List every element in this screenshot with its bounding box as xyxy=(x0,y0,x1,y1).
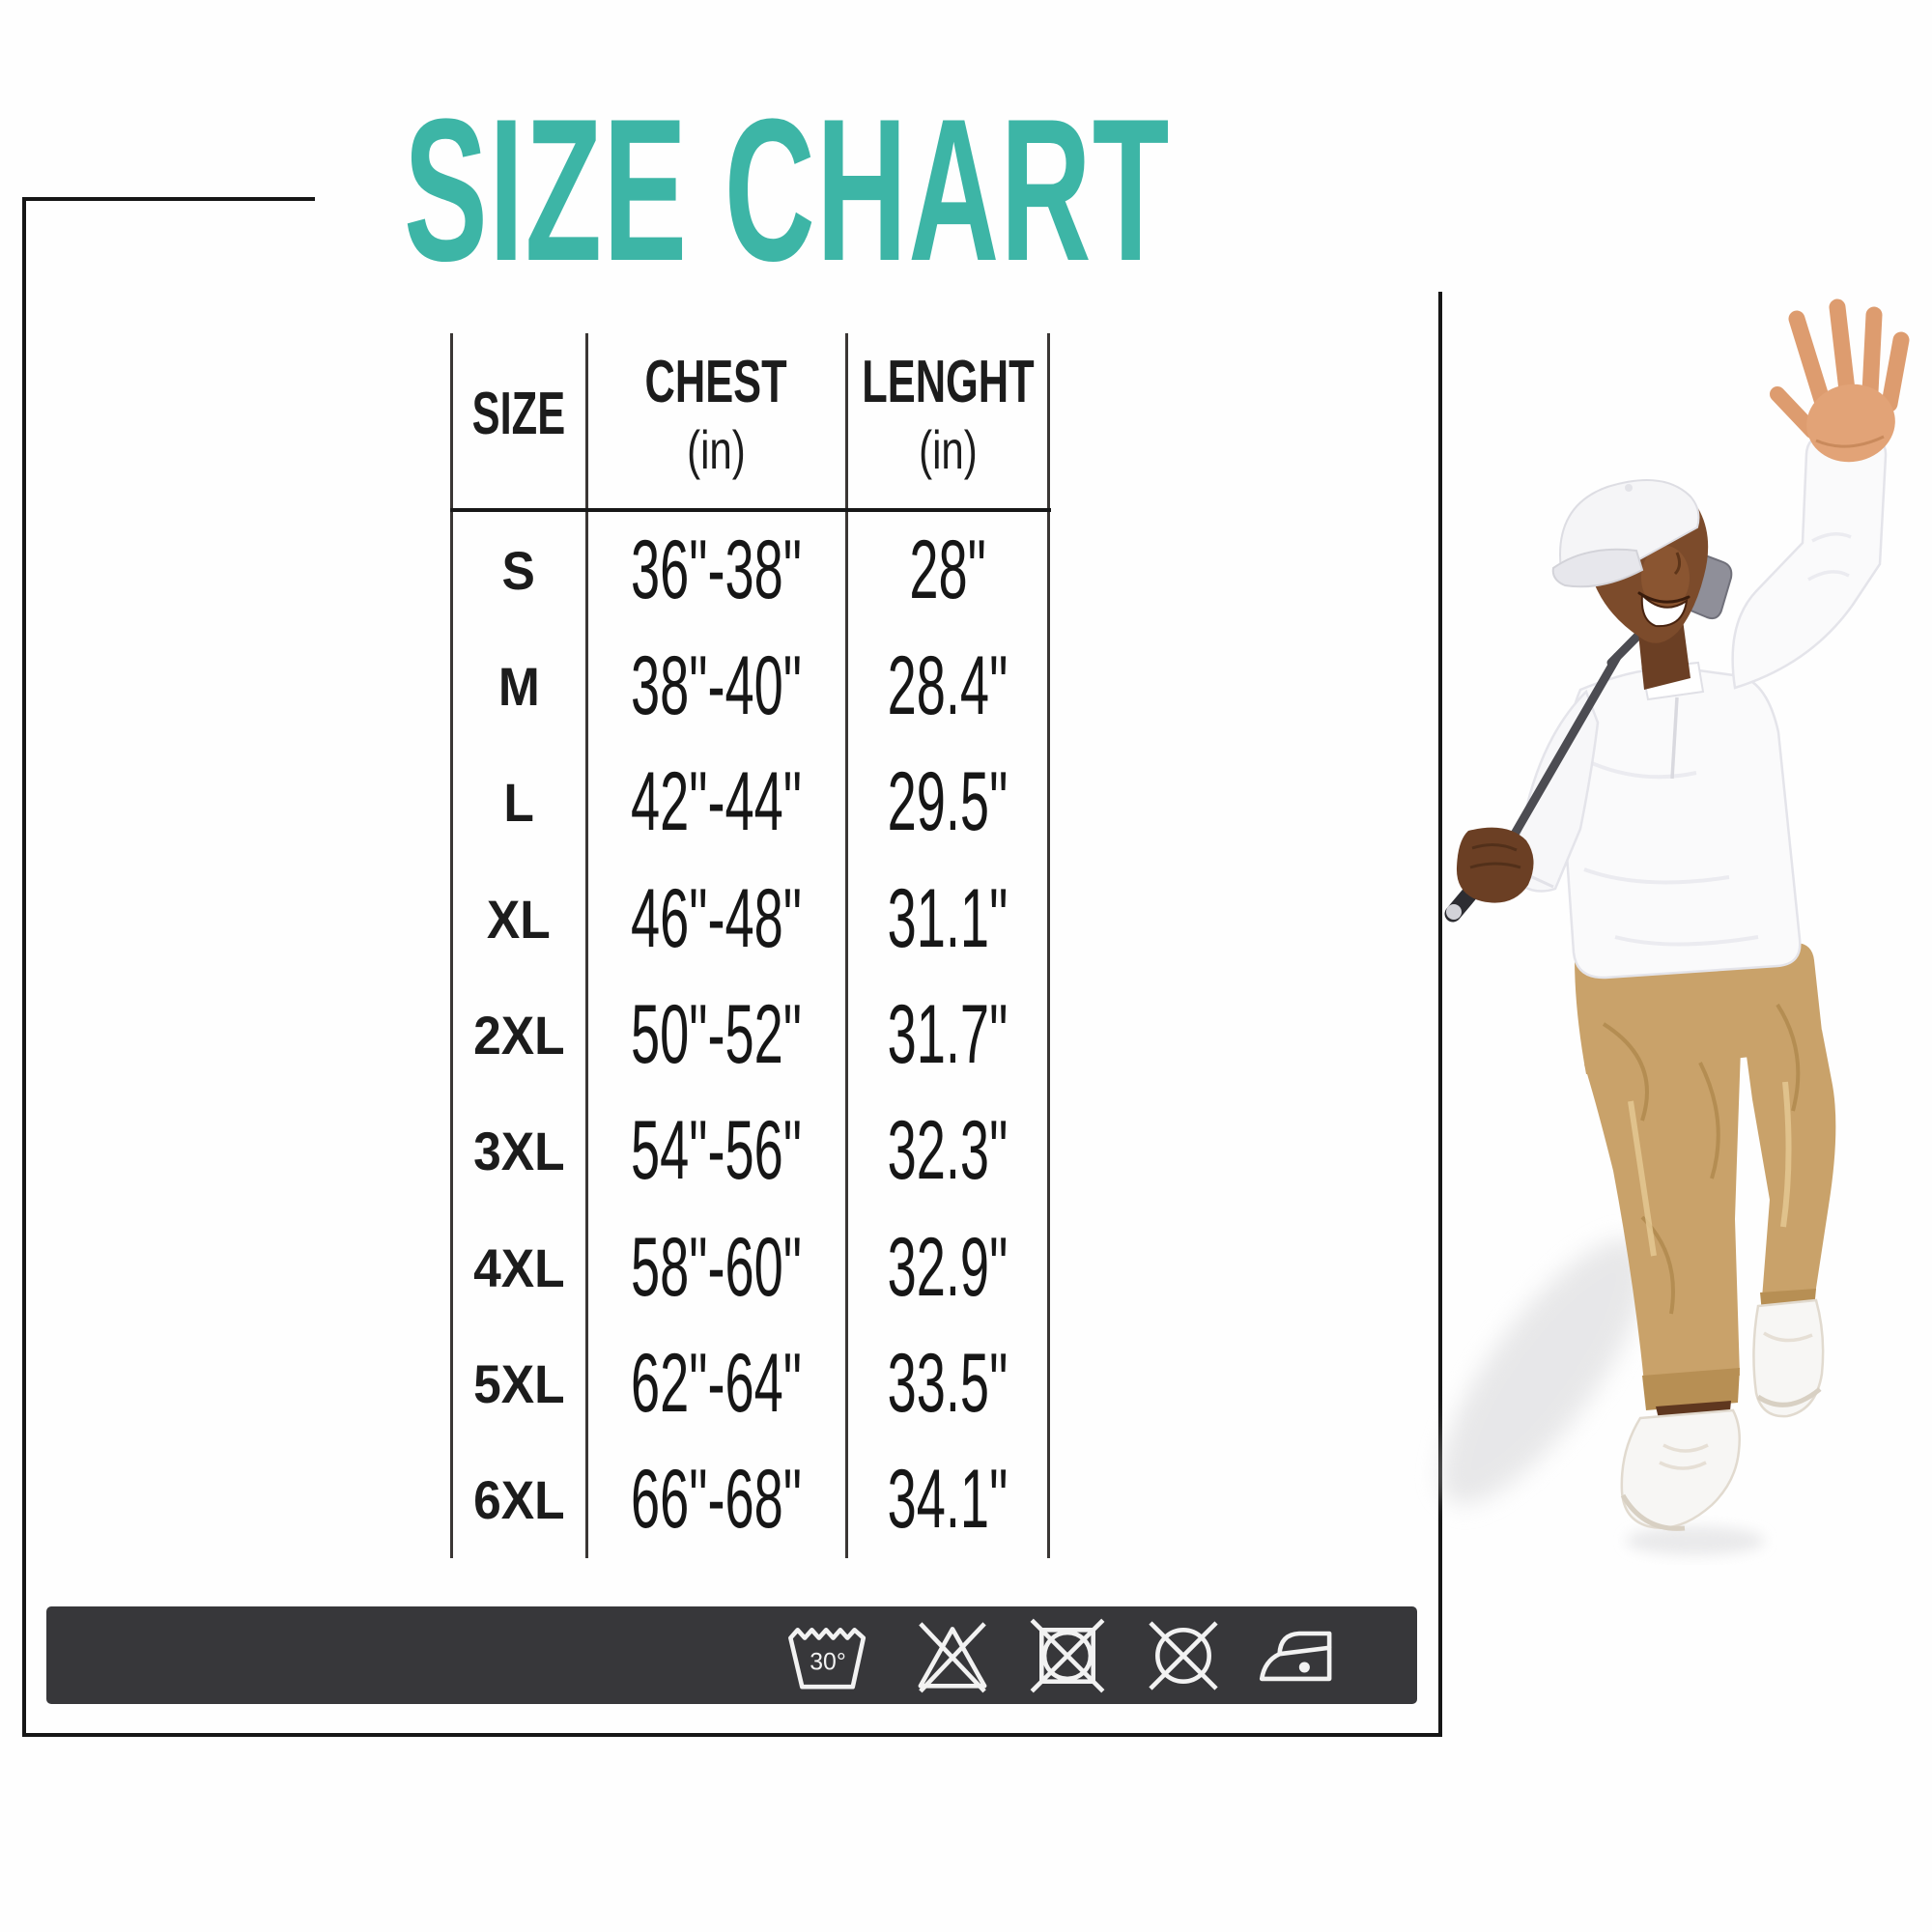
header-length-unit: (in) xyxy=(918,418,978,480)
table-row: 6XL 66"-68" 34.1" xyxy=(451,1442,1049,1558)
cell-length: 31.7" xyxy=(846,987,1049,1083)
cell-size-value: L xyxy=(503,772,534,834)
table-row: 4XL 58"-60" 32.9" xyxy=(451,1209,1049,1325)
table-line-size-chest xyxy=(585,333,588,1558)
table-line-chest-length xyxy=(845,333,848,1558)
cell-chest: 66"-68" xyxy=(586,1452,846,1548)
table-line-right xyxy=(1047,333,1050,1558)
white-cap xyxy=(1551,478,1700,588)
iron-low-heat-icon xyxy=(1259,1631,1332,1682)
cell-chest-value: 58"-60" xyxy=(630,1220,803,1314)
ground-shadow xyxy=(1440,1238,1765,1555)
page-title-text: SIZE CHART xyxy=(404,76,1171,303)
cell-length-value: 29.5" xyxy=(887,755,1009,849)
cell-size: 5XL xyxy=(451,1352,586,1415)
do-not-tumble-dry-icon xyxy=(1030,1618,1105,1693)
cell-length: 32.9" xyxy=(846,1220,1049,1316)
cell-length-value: 32.9" xyxy=(887,1220,1009,1314)
waving-hand xyxy=(1770,298,1910,463)
header-chest-unit: (in) xyxy=(687,418,746,480)
cell-chest-value: 50"-52" xyxy=(630,987,803,1081)
cell-size: M xyxy=(451,655,586,718)
cell-length-value: 28.4" xyxy=(887,639,1009,732)
cell-chest: 50"-52" xyxy=(586,987,846,1083)
table-row: L 42"-44" 29.5" xyxy=(451,745,1049,861)
cell-length-value: 31.7" xyxy=(887,987,1009,1081)
table-row: 3XL 54"-56" 32.3" xyxy=(451,1094,1049,1209)
do-not-bleach-icon xyxy=(918,1622,987,1693)
table-row: S 36"-38" 28" xyxy=(451,512,1049,628)
size-table: SIZE CHEST (in) LENGHT (in) S 36"-38" 28" M… xyxy=(450,333,1051,1558)
machine-wash-30-icon: 30° xyxy=(788,1628,867,1690)
do-not-dry-clean-icon xyxy=(1149,1621,1218,1690)
cell-chest-value: 54"-56" xyxy=(630,1104,803,1198)
cell-size-value: S xyxy=(501,539,536,601)
table-row: 2XL 50"-52" 31.7" xyxy=(451,977,1049,1093)
cell-chest-value: 42"-44" xyxy=(630,755,803,849)
cell-length: 33.5" xyxy=(846,1336,1049,1432)
header-size: SIZE xyxy=(451,333,586,508)
wash-temperature-label: 30° xyxy=(810,1650,846,1676)
header-chest: CHEST (in) xyxy=(586,333,846,508)
table-header-row: SIZE CHEST (in) LENGHT (in) xyxy=(451,333,1049,508)
cell-size-value: 3XL xyxy=(472,1121,565,1182)
raised-arm-sleeve xyxy=(1731,435,1888,690)
golfer-model-illustration xyxy=(1440,298,1910,1555)
cell-length-value: 33.5" xyxy=(887,1336,1009,1430)
cell-length: 31.1" xyxy=(846,871,1049,967)
header-length-label: LENGHT xyxy=(861,348,1035,415)
cell-size: 4XL xyxy=(451,1236,586,1299)
header-chest-label: CHEST xyxy=(644,348,788,415)
gripping-hand xyxy=(1456,827,1534,903)
cell-length: 34.1" xyxy=(846,1452,1049,1548)
cell-size-value: 2XL xyxy=(472,1004,565,1065)
cell-size-value: M xyxy=(497,655,540,717)
cell-chest: 62"-64" xyxy=(586,1336,846,1432)
cell-length: 28.4" xyxy=(846,639,1049,734)
cell-size-value: 6XL xyxy=(472,1469,565,1531)
cell-size: S xyxy=(451,539,586,602)
cell-chest: 38"-40" xyxy=(586,639,846,734)
cell-size: 2XL xyxy=(451,1004,586,1066)
page-title: SIZE CHART xyxy=(315,89,1654,292)
table-line-left xyxy=(450,333,453,1558)
cell-chest: 46"-48" xyxy=(586,871,846,967)
cell-length-value: 28" xyxy=(909,523,986,616)
cell-length: 29.5" xyxy=(846,754,1049,850)
cell-length-value: 34.1" xyxy=(887,1453,1009,1547)
white-sneakers xyxy=(1620,1298,1825,1531)
header-length: LENGHT (in) xyxy=(846,333,1049,508)
cell-chest-value: 66"-68" xyxy=(630,1453,803,1547)
table-row: 5XL 62"-64" 33.5" xyxy=(451,1325,1049,1441)
cell-chest-value: 46"-48" xyxy=(630,871,803,965)
cell-chest: 42"-44" xyxy=(586,754,846,850)
cell-chest: 54"-56" xyxy=(586,1103,846,1199)
cell-length: 32.3" xyxy=(846,1103,1049,1199)
cell-chest-value: 36"-38" xyxy=(630,523,803,616)
cell-length-value: 31.1" xyxy=(887,871,1009,965)
cell-length: 28" xyxy=(846,523,1049,618)
table-header-rule xyxy=(450,508,1051,512)
table-row: M 38"-40" 28.4" xyxy=(451,628,1049,744)
cell-length-value: 32.3" xyxy=(887,1104,1009,1198)
cell-chest-value: 62"-64" xyxy=(630,1336,803,1430)
header-size-label: SIZE xyxy=(471,381,566,447)
table-row: XL 46"-48" 31.1" xyxy=(451,861,1049,977)
cell-size-value: 5XL xyxy=(472,1352,565,1414)
care-instructions-bar: 30° xyxy=(46,1606,1417,1704)
size-table-body: S 36"-38" 28" M 38"-40" 28.4" L 42"-44" 29.5" XL 4… xyxy=(451,512,1049,1558)
golf-shirt-torso xyxy=(1562,661,1802,980)
cell-size: 3XL xyxy=(451,1120,586,1182)
cell-chest: 58"-60" xyxy=(586,1220,846,1316)
cell-size-value: 4XL xyxy=(472,1236,565,1298)
cell-size: 6XL xyxy=(451,1468,586,1531)
cell-chest: 36"-38" xyxy=(586,523,846,618)
cell-size-value: XL xyxy=(487,888,551,950)
cell-size: L xyxy=(451,771,586,834)
cell-chest-value: 38"-40" xyxy=(630,639,803,732)
cell-size: XL xyxy=(451,888,586,951)
